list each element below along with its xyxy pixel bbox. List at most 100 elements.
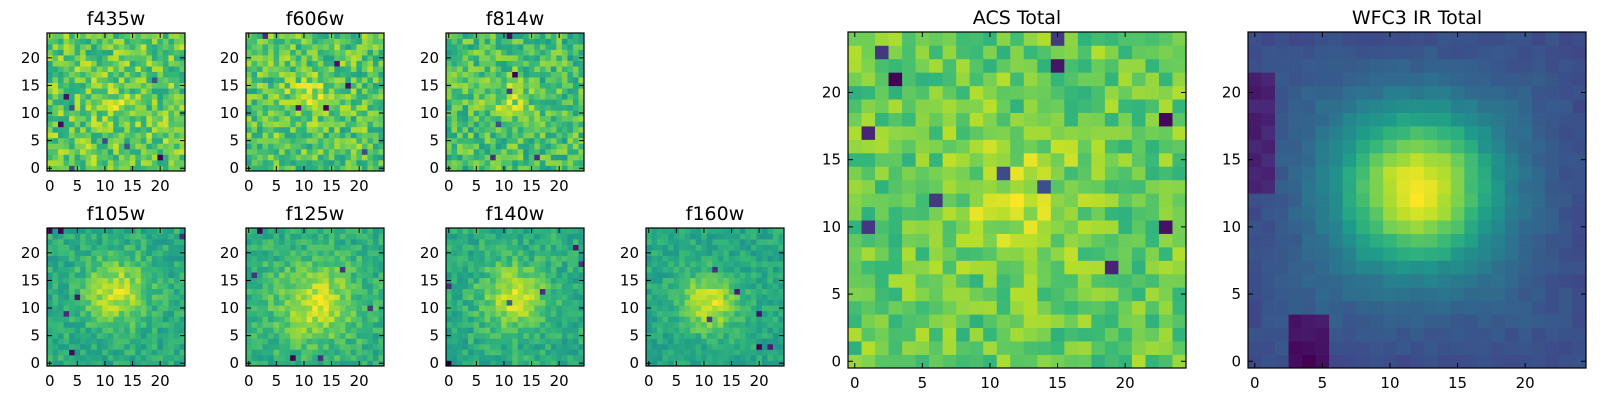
heatmap-cell [257,143,263,150]
heatmap-cell [534,71,541,78]
heatmap-cell [168,115,175,122]
heatmap-cell [473,44,480,50]
heatmap-cell [328,332,335,339]
heatmap-cell [772,288,779,295]
heatmap-cell [657,349,663,356]
heatmap-cell [334,99,341,106]
heatmap-cell [58,165,64,172]
heatmap-cell [334,310,341,317]
heatmap-cell [756,272,763,279]
heatmap-cell [339,115,346,122]
heatmap-cell [723,321,730,328]
heatmap-cell [567,272,574,279]
heatmap-cell [361,99,368,106]
heatmap-cell [69,110,75,117]
heatmap-cell [273,299,280,306]
heatmap-cell [495,77,502,84]
heatmap-cell [179,49,186,56]
heatmap-cell [668,272,674,279]
heatmap-cell [902,166,916,181]
heatmap-cell [468,305,474,312]
heatmap-cell [501,60,508,67]
heatmap-cell [1050,206,1065,221]
heatmap-cell [506,288,513,295]
heatmap-cell [1037,314,1052,329]
heatmap-cell [118,255,125,262]
heatmap-cell [273,126,280,133]
heatmap-cell [490,233,497,240]
heatmap-cell [446,266,452,273]
heatmap-cell [490,239,497,245]
heatmap-cell [345,299,352,306]
heatmap-cell [767,272,774,279]
heatmap-cell [246,115,252,122]
heatmap-cell [279,55,285,61]
heatmap-cell [317,349,324,356]
heatmap-cell [135,110,142,117]
heatmap-cell [246,294,252,301]
heatmap-cell [74,55,81,61]
heatmap-cell [124,316,131,323]
heatmap-cell [290,148,297,155]
heatmap-cell [372,132,379,139]
heatmap-cell [646,288,652,295]
heatmap-cell [162,244,169,251]
heatmap-cell [96,305,103,312]
heatmap-cell [246,159,252,166]
heatmap-cell [317,332,324,339]
heatmap-cell [328,299,335,306]
heatmap-cell [162,360,169,367]
heatmap-cell [69,255,75,262]
heatmap-cell [350,316,357,323]
heatmap-cell [668,288,674,295]
heatmap-cell [334,71,341,78]
heatmap-cell [290,143,297,150]
heatmap-cell [662,354,669,361]
heatmap-cell [495,93,502,100]
heatmap-cell [339,321,346,328]
heatmap-cell [545,143,552,150]
heatmap-cell [118,233,125,240]
heatmap-cell [378,294,385,301]
heatmap-cell [80,88,86,95]
heatmap-cell [550,261,557,267]
heatmap-cell [113,143,120,150]
heatmap-cell [484,33,491,39]
y-tick-label: 10 [220,104,239,122]
heatmap-cell [91,132,98,139]
heatmap-cell [146,244,153,251]
heatmap-cell [290,360,297,367]
heatmap-cell [168,233,175,240]
heatmap-cell [646,327,652,334]
heatmap-cell [173,60,180,67]
heatmap-cell [528,66,535,72]
heatmap-cell [91,82,98,89]
heatmap-cell [1023,166,1038,181]
heatmap-cell [350,321,357,328]
heatmap-cell [1104,260,1119,275]
heatmap-cell [484,250,491,256]
heatmap-cell [561,272,568,279]
heatmap-cell [473,60,480,67]
heatmap-cell [756,250,763,256]
heatmap-cell [85,55,92,61]
heatmap-cell [356,93,363,100]
heatmap-cell [517,126,524,133]
heatmap-cell [717,228,724,234]
heatmap-cell [162,44,169,50]
heatmap-cell [875,152,889,167]
heatmap-cell [969,233,984,248]
heatmap-cell [372,115,379,122]
heatmap-cell [473,71,480,78]
heatmap-cell [490,165,497,172]
heatmap-cell [290,321,297,328]
heatmap-cell [446,288,452,295]
heatmap-cell [701,283,708,290]
heatmap-cell [457,277,463,284]
heatmap-cell [157,99,164,106]
heatmap-cell [942,314,957,329]
heatmap-cell [96,93,103,100]
heatmap-cell [462,349,469,356]
heatmap-cell [96,148,103,155]
heatmap-cell [550,277,557,284]
